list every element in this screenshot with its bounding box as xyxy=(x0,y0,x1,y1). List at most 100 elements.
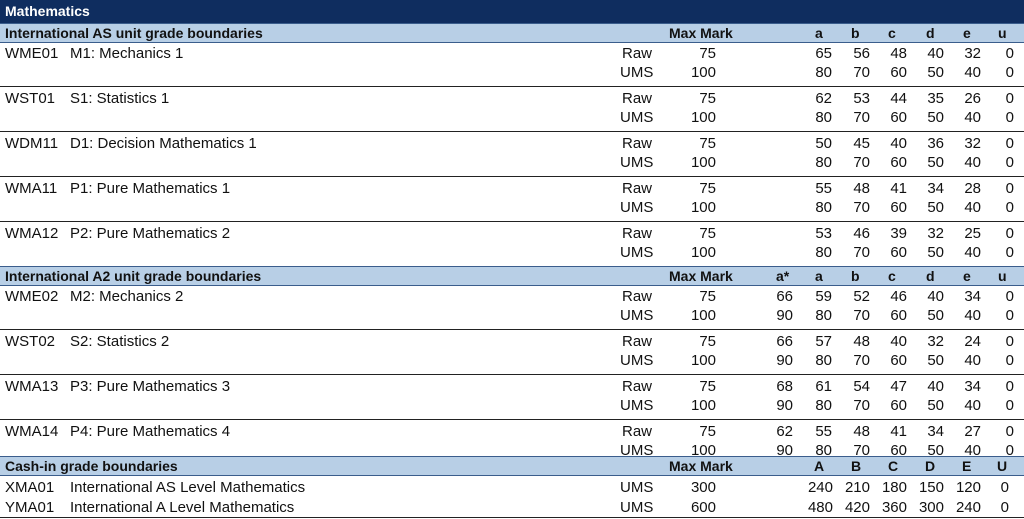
grade-boundary: 300 xyxy=(918,499,944,516)
ums-boundary: 70 xyxy=(853,442,870,459)
raw-boundary: 26 xyxy=(964,90,981,107)
raw-max-mark: 75 xyxy=(699,378,716,395)
raw-boundary: 48 xyxy=(853,423,870,440)
cashin-max-mark-header: Max Mark xyxy=(669,458,733,474)
raw-label: Raw xyxy=(622,288,653,305)
unit-row-wma13: WMA13 P3: Pure Mathematics 3 Raw UMS 75 100 68… xyxy=(0,375,1024,420)
raw-boundary: 0 xyxy=(1005,378,1014,395)
raw-boundary: 34 xyxy=(927,180,944,197)
ums-boundary: 40 xyxy=(964,244,981,261)
ums-max-mark: 100 xyxy=(690,64,716,81)
raw-boundary: 0 xyxy=(1005,225,1014,242)
row-divider xyxy=(0,329,1024,330)
ums-boundary: 80 xyxy=(815,397,832,414)
ums-boundary: 0 xyxy=(1005,64,1014,81)
a2-grade-header-c: c xyxy=(888,268,896,284)
raw-max-mark: 75 xyxy=(699,225,716,242)
raw-boundary: 40 xyxy=(927,45,944,62)
grade-boundary: 480 xyxy=(807,499,833,516)
grade-boundary: 240 xyxy=(807,479,833,496)
raw-boundary: 66 xyxy=(776,288,793,305)
ums-boundary: 50 xyxy=(927,244,944,261)
raw-boundary: 0 xyxy=(1005,288,1014,305)
raw-boundary: 46 xyxy=(890,288,907,305)
raw-boundary: 0 xyxy=(1005,333,1014,350)
raw-boundary: 40 xyxy=(927,378,944,395)
a2-max-mark-header: Max Mark xyxy=(669,268,733,284)
unit-row-wdm11: WDM11 D1: Decision Mathematics 1 Raw UMS 75 1… xyxy=(0,132,1024,177)
ums-label: UMS xyxy=(620,64,654,81)
unit-name: M1: Mechanics 1 xyxy=(70,45,184,62)
row-divider xyxy=(0,221,1024,222)
ums-boundary: 0 xyxy=(1005,199,1014,216)
unit-name: P4: Pure Mathematics 4 xyxy=(70,423,231,440)
raw-boundary: 0 xyxy=(1005,180,1014,197)
ums-boundary: 60 xyxy=(890,352,907,369)
cashin-grade-header-A: A xyxy=(814,458,825,474)
raw-max-mark: 75 xyxy=(699,423,716,440)
raw-max-mark: 75 xyxy=(699,288,716,305)
qualification-name: International AS Level Mathematics xyxy=(70,479,306,496)
raw-boundary: 54 xyxy=(853,378,870,395)
unit-name: S1: Statistics 1 xyxy=(70,90,170,107)
ums-boundary: 70 xyxy=(853,352,870,369)
grade-boundary: 420 xyxy=(844,499,870,516)
unit-row-wma11: WMA11 P1: Pure Mathematics 1 Raw UMS 75 100 55… xyxy=(0,177,1024,222)
ums-boundary: 60 xyxy=(890,244,907,261)
raw-boundary: 40 xyxy=(890,333,907,350)
ums-max-mark: 100 xyxy=(690,307,716,324)
unit-row-wma14: WMA14 P4: Pure Mathematics 4 Raw UMS 75 100 62… xyxy=(0,420,1024,465)
raw-boundary: 61 xyxy=(815,378,832,395)
ums-max-mark: 100 xyxy=(690,352,716,369)
raw-boundary: 66 xyxy=(776,333,793,350)
as-grade-header-e: e xyxy=(963,25,971,41)
ums-boundary: 60 xyxy=(890,109,907,126)
ums-boundary: 0 xyxy=(1005,109,1014,126)
raw-boundary: 57 xyxy=(815,333,832,350)
grade-boundary: 0 xyxy=(1000,499,1009,516)
ums-boundary: 50 xyxy=(927,64,944,81)
as-grade-header-a: a xyxy=(815,25,823,41)
cashin-row-xma01: XMA01 International AS Level Mathematics U… xyxy=(0,478,1024,498)
ums-boundary: 0 xyxy=(1005,154,1014,171)
raw-boundary: 53 xyxy=(853,90,870,107)
a2-grade-header-e: e xyxy=(963,268,971,284)
raw-boundary: 52 xyxy=(853,288,870,305)
unit-name: S2: Statistics 2 xyxy=(70,333,170,350)
raw-max-mark: 75 xyxy=(699,180,716,197)
unit-code: WMA14 xyxy=(5,423,59,440)
ums-boundary: 80 xyxy=(815,244,832,261)
raw-label: Raw xyxy=(622,90,653,107)
ums-boundary: 40 xyxy=(964,109,981,126)
raw-max-mark: 75 xyxy=(699,333,716,350)
grade-boundary: 180 xyxy=(881,479,907,496)
a2-grade-header-astar: a* xyxy=(776,268,790,284)
unit-row-wme01: WME01 M1: Mechanics 1 Raw UMS 75 100 65 80 56 70 4… xyxy=(0,42,1024,87)
ums-boundary: 80 xyxy=(815,307,832,324)
raw-boundary: 0 xyxy=(1005,90,1014,107)
ums-boundary: 50 xyxy=(927,199,944,216)
ums-boundary: 60 xyxy=(890,442,907,459)
raw-max-mark: 75 xyxy=(699,90,716,107)
unit-code: WST02 xyxy=(5,333,56,350)
raw-boundary: 46 xyxy=(853,225,870,242)
raw-boundary: 62 xyxy=(776,423,793,440)
raw-boundary: 48 xyxy=(853,333,870,350)
ums-boundary: 50 xyxy=(927,442,944,459)
ums-boundary: 50 xyxy=(927,397,944,414)
ums-boundary: 70 xyxy=(853,199,870,216)
grade-boundary: 120 xyxy=(955,479,981,496)
raw-label: Raw xyxy=(622,225,653,242)
unit-code: WMA12 xyxy=(5,225,59,242)
ums-max-mark: 100 xyxy=(690,442,716,459)
qualification-code: XMA01 xyxy=(5,479,55,496)
ums-max-mark: 100 xyxy=(690,244,716,261)
a2-grade-header-d: d xyxy=(926,268,935,284)
a2-grade-header-b: b xyxy=(851,268,860,284)
raw-label: Raw xyxy=(622,333,653,350)
ums-boundary: 80 xyxy=(815,109,832,126)
row-divider xyxy=(0,86,1024,87)
ums-boundary: 80 xyxy=(815,442,832,459)
bottom-divider xyxy=(0,517,1024,518)
grade-boundary: 360 xyxy=(881,499,907,516)
